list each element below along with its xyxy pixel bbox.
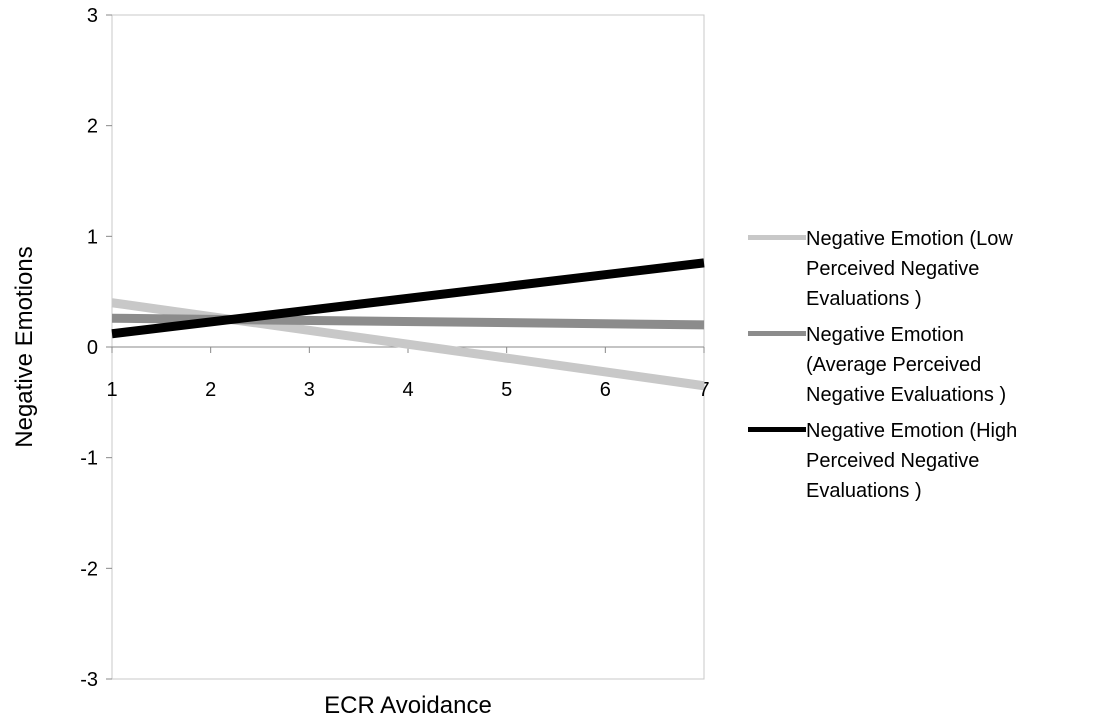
y-tick-label: 1 [87,226,98,248]
legend-swatch [748,331,806,336]
x-axis-title: ECR Avoidance [324,692,492,719]
y-axis: 3 2 1 0 -1 -2 -3 [80,5,112,691]
y-tick-label: 3 [87,5,98,27]
legend-label: Negative Emotion (High Perceived Negativ… [806,420,1018,502]
x-tick-label: 7 [698,379,709,401]
series-layer [111,258,705,391]
legend-label: Negative Emotion (Low Perceived Negative… [806,228,1013,310]
series-line-2 [111,258,705,339]
legend-swatch [748,235,806,240]
x-tick-label: 4 [402,379,413,401]
y-tick-label: -1 [80,448,98,470]
x-tick-label: 3 [304,379,315,401]
legend-label: Negative Emotion (Average Perceived Nega… [806,324,1007,406]
legend: Negative Emotion (Low Perceived Negative… [748,224,1098,512]
x-tick-label: 2 [205,379,216,401]
y-tick-label: -2 [80,558,98,580]
legend-item: Negative Emotion (High Perceived Negativ… [748,416,1098,506]
legend-swatch [748,427,806,432]
y-tick-label: -3 [80,669,98,691]
x-tick-label: 1 [106,379,117,401]
y-tick-label: 0 [87,337,98,359]
legend-item: Negative Emotion (Average Perceived Nega… [748,320,1098,410]
y-tick-label: 2 [87,116,98,138]
x-tick-label: 5 [501,379,512,401]
legend-item: Negative Emotion (Low Perceived Negative… [748,224,1098,314]
y-axis-title: Negative Emotions [11,246,38,447]
x-tick-label: 6 [600,379,611,401]
